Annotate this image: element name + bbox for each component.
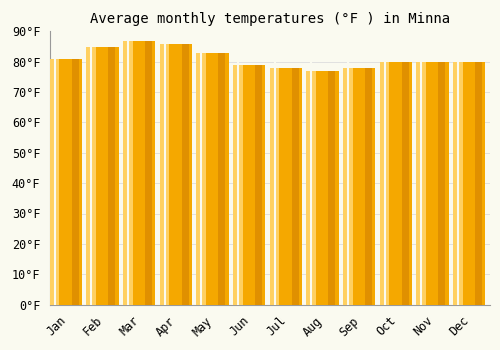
Bar [201,53,229,304]
Bar [255,65,262,304]
Bar [72,59,78,304]
Bar [274,68,302,304]
Bar [108,47,116,304]
Bar [453,62,462,304]
Bar [91,47,119,304]
Bar [365,68,372,304]
Bar [311,71,339,304]
Bar [86,47,96,304]
Bar [270,68,280,304]
Bar [233,65,242,304]
Bar [123,41,132,304]
Bar [306,71,316,304]
Bar [348,68,376,304]
Bar [343,68,352,304]
Bar [145,41,152,304]
Bar [475,62,482,304]
Title: Average monthly temperatures (°F ) in Minna: Average monthly temperatures (°F ) in Mi… [90,12,450,26]
Bar [160,44,170,304]
Bar [458,62,485,304]
Bar [438,62,446,304]
Bar [402,62,408,304]
Bar [196,53,206,304]
Bar [421,62,448,304]
Bar [50,59,59,304]
Bar [54,59,82,304]
Bar [238,65,266,304]
Bar [380,62,390,304]
Bar [384,62,412,304]
Bar [328,71,336,304]
Bar [182,44,188,304]
Bar [128,41,156,304]
Bar [416,62,426,304]
Bar [164,44,192,304]
Bar [292,68,298,304]
Bar [218,53,226,304]
